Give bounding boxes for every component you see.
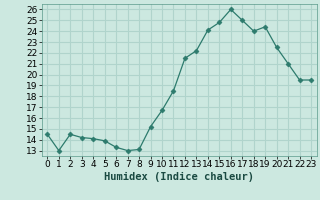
X-axis label: Humidex (Indice chaleur): Humidex (Indice chaleur) <box>104 172 254 182</box>
